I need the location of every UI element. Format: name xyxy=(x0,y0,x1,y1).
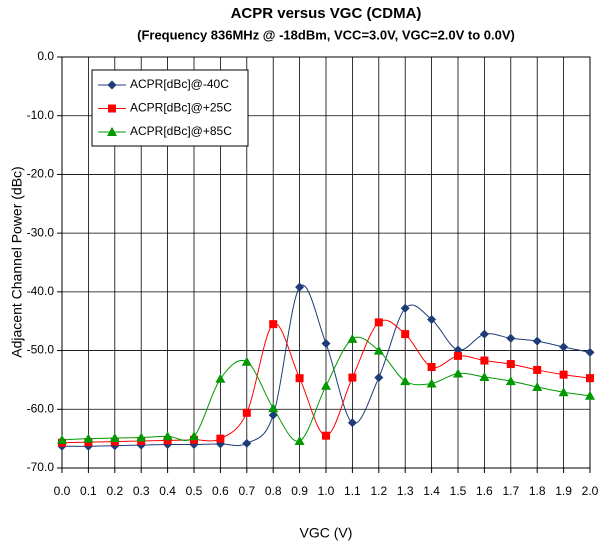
marker xyxy=(295,374,304,383)
marker xyxy=(480,356,489,365)
y-tick-label: -10.0 xyxy=(27,108,55,122)
x-tick-label: 0.5 xyxy=(186,484,203,498)
y-tick-label: -40.0 xyxy=(27,284,55,298)
marker xyxy=(479,371,490,381)
legend-label: ACPR[dBc]@+25C xyxy=(130,101,232,115)
x-tick-label: 1.7 xyxy=(502,484,519,498)
x-tick-label: 0.9 xyxy=(291,484,308,498)
marker xyxy=(505,376,516,386)
y-tick-label: -60.0 xyxy=(27,401,55,415)
marker xyxy=(400,303,410,313)
marker xyxy=(559,342,569,352)
marker xyxy=(269,320,278,329)
marker xyxy=(585,347,595,357)
x-tick-label: 0.7 xyxy=(238,484,255,498)
series xyxy=(57,282,595,451)
x-tick-label: 1.8 xyxy=(529,484,546,498)
y-tick-label: -50.0 xyxy=(27,343,55,357)
x-axis-label: VGC (V) xyxy=(300,525,353,541)
x-tick-label: 2.0 xyxy=(582,484,599,498)
marker xyxy=(427,363,436,372)
marker xyxy=(241,356,252,366)
x-tick-label: 0.1 xyxy=(80,484,97,498)
y-tick-label: -20.0 xyxy=(27,167,55,181)
x-tick-label: 1.6 xyxy=(476,484,493,498)
x-tick-label: 0.6 xyxy=(212,484,229,498)
x-tick-label: 0.8 xyxy=(265,484,282,498)
marker xyxy=(586,374,594,383)
y-tick-label: -30.0 xyxy=(27,225,55,239)
x-tick-label: 1.5 xyxy=(450,484,467,498)
marker xyxy=(189,431,199,441)
legend-label: ACPR[dBc]@+85C xyxy=(130,124,232,138)
marker xyxy=(559,370,568,379)
marker xyxy=(136,432,147,442)
x-tick-label: 0.3 xyxy=(133,484,150,498)
marker xyxy=(83,433,94,443)
marker xyxy=(322,431,330,440)
marker xyxy=(506,333,516,343)
marker xyxy=(454,351,462,360)
legend-marker xyxy=(107,127,117,136)
x-tick-label: 0.0 xyxy=(54,484,71,498)
y-axis-label: Adjacent Channel Power (dBc) xyxy=(9,166,25,357)
marker xyxy=(532,381,543,391)
y-tick-label: 0.0 xyxy=(37,49,54,63)
marker xyxy=(268,410,278,420)
marker xyxy=(400,376,411,386)
chart-title: ACPR versus VGC (CDMA) xyxy=(231,5,422,22)
x-tick-label: 1.3 xyxy=(397,484,414,498)
marker xyxy=(295,282,305,292)
x-tick-label: 0.2 xyxy=(106,484,123,498)
marker xyxy=(558,387,569,397)
x-tick-label: 1.9 xyxy=(555,484,572,498)
x-tick-label: 1.2 xyxy=(370,484,387,498)
marker xyxy=(242,408,251,417)
marker xyxy=(216,434,225,443)
legend-marker xyxy=(107,80,117,90)
legend-label: ACPR[dBc]@-40C xyxy=(130,77,229,91)
marker xyxy=(347,333,358,343)
marker xyxy=(163,436,172,445)
y-tick-label: -70.0 xyxy=(27,460,55,474)
marker xyxy=(479,329,489,339)
marker xyxy=(426,378,437,388)
marker xyxy=(294,435,305,445)
legend-box xyxy=(91,69,249,147)
marker xyxy=(374,373,384,383)
marker xyxy=(348,373,357,382)
marker xyxy=(109,433,120,443)
marker xyxy=(215,373,226,383)
marker xyxy=(242,438,252,448)
marker xyxy=(532,336,542,346)
marker xyxy=(57,434,67,444)
marker xyxy=(373,345,384,355)
marker xyxy=(162,431,173,441)
x-tick-label: 1.4 xyxy=(423,484,440,498)
marker xyxy=(347,418,357,428)
marker xyxy=(427,314,437,324)
marker xyxy=(268,403,279,413)
marker xyxy=(506,360,515,369)
marker xyxy=(374,318,383,327)
marker xyxy=(321,339,331,349)
marker xyxy=(401,330,410,339)
x-tick-label: 1.1 xyxy=(344,484,361,498)
chart-subtitle: (Frequency 836MHz @ -18dBm, VCC=3.0V, VG… xyxy=(137,27,515,42)
marker xyxy=(453,368,463,378)
marker xyxy=(533,365,542,374)
x-tick-label: 1.0 xyxy=(318,484,335,498)
marker xyxy=(585,390,595,400)
legend-marker xyxy=(108,104,116,113)
marker xyxy=(321,380,331,390)
series xyxy=(57,333,595,445)
x-tick-label: 0.4 xyxy=(159,484,176,498)
